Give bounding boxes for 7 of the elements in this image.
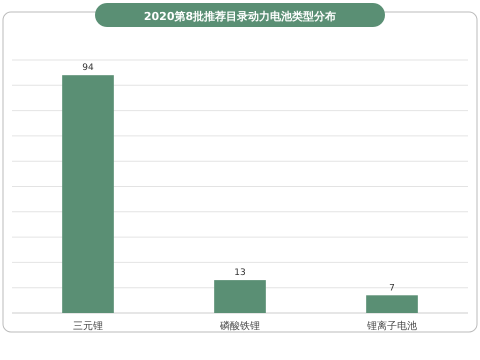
data-label: 13 bbox=[234, 268, 246, 278]
data-label: 94 bbox=[82, 63, 94, 74]
x-tick-label: 三元锂 bbox=[73, 321, 103, 332]
x-tick-label: 锂离子电池 bbox=[366, 320, 417, 332]
chart-title: 2020第8批推荐目录动力电池类型分布 bbox=[144, 10, 336, 23]
data-label: 7 bbox=[389, 283, 395, 294]
x-tick-label: 磷酸铁锂 bbox=[219, 320, 260, 332]
